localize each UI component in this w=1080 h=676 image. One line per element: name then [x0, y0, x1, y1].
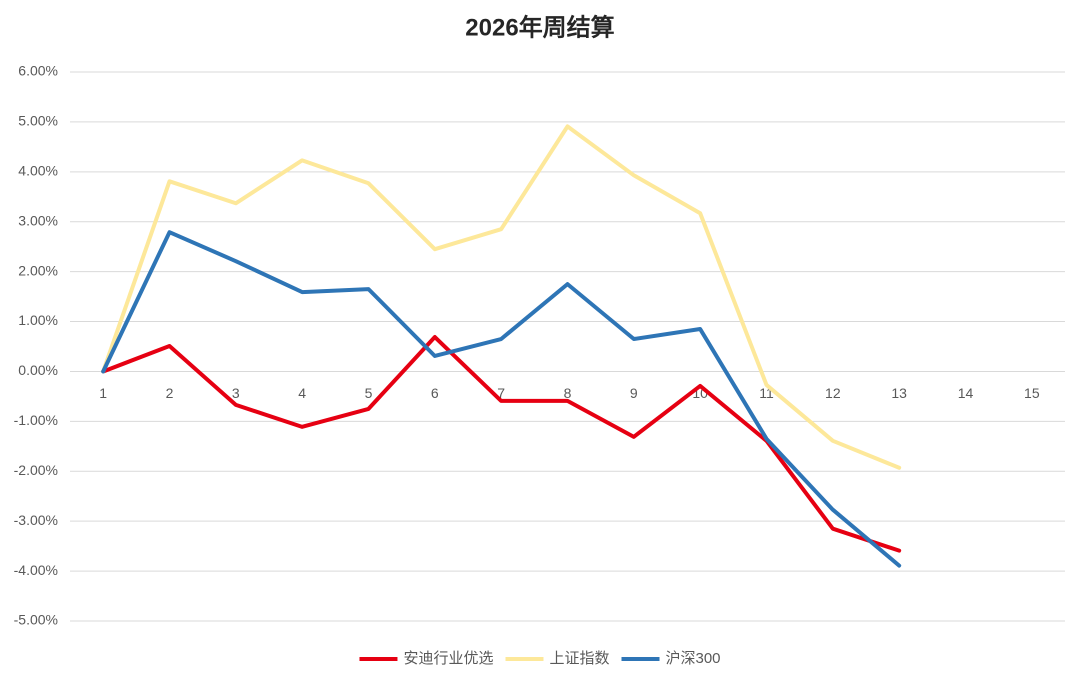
legend-label: 安迪行业优选: [403, 650, 493, 667]
x-tick-label: 9: [630, 385, 638, 401]
x-tick-label: 7: [497, 385, 505, 401]
x-tick-label: 14: [958, 385, 974, 401]
y-tick-label: -4.00%: [14, 562, 58, 578]
x-tick-label: 1: [99, 385, 107, 401]
y-tick-label: -1.00%: [14, 412, 58, 428]
x-tick-label: 15: [1024, 385, 1040, 401]
legend-label: 沪深300: [666, 650, 721, 667]
x-tick-label: 8: [564, 385, 572, 401]
x-tick-label: 2: [166, 385, 174, 401]
legend-label: 上证指数: [549, 650, 609, 667]
series-line: [101, 230, 902, 568]
y-tick-label: 0.00%: [18, 362, 58, 378]
chart-title: 2026年周结算: [465, 13, 614, 41]
series-line: [101, 335, 902, 553]
x-tick-label: 13: [891, 385, 907, 401]
y-tick-label: 4.00%: [18, 163, 58, 179]
series-line: [101, 124, 902, 470]
y-tick-label: 2.00%: [18, 262, 58, 278]
y-tick-label: 5.00%: [18, 113, 58, 129]
x-tick-label: 3: [232, 385, 240, 401]
y-tick-label: 3.00%: [18, 212, 58, 228]
x-tick-label: 5: [365, 385, 373, 401]
y-tick-label: 1.00%: [18, 312, 58, 328]
y-tick-label: -3.00%: [14, 512, 58, 528]
y-tick-label: -2.00%: [14, 462, 58, 478]
x-tick-label: 12: [825, 385, 841, 401]
x-tick-label: 4: [298, 385, 306, 401]
x-tick-label: 6: [431, 385, 439, 401]
y-tick-label: -5.00%: [14, 612, 58, 628]
y-tick-label: 6.00%: [18, 63, 58, 79]
